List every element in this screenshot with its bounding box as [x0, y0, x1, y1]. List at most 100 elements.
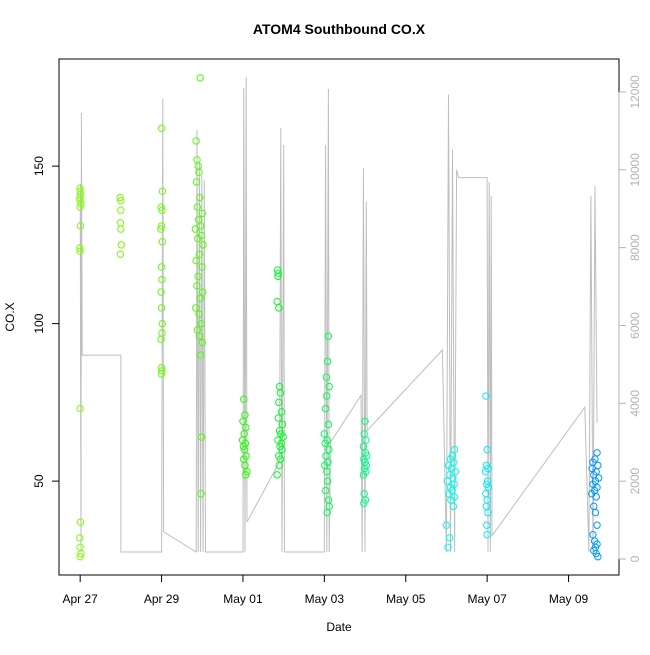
point — [192, 256, 200, 265]
point — [158, 319, 167, 328]
point — [195, 250, 204, 259]
point — [76, 222, 85, 230]
point — [196, 351, 205, 359]
point — [275, 398, 283, 407]
point — [483, 445, 491, 454]
point — [450, 458, 458, 466]
x-tick-label: May 03 — [305, 592, 345, 606]
point — [196, 222, 205, 230]
y-tick-label: 100 — [32, 313, 46, 333]
point — [325, 502, 333, 511]
point — [275, 427, 284, 435]
point — [320, 430, 329, 438]
x-tick-label: May 09 — [549, 592, 589, 606]
point — [157, 203, 165, 211]
point — [592, 493, 600, 501]
point — [322, 452, 330, 460]
point — [482, 392, 490, 400]
point — [76, 244, 84, 252]
point — [275, 304, 283, 312]
point — [274, 414, 283, 422]
point — [451, 467, 460, 476]
point — [192, 304, 200, 312]
point — [195, 168, 203, 177]
point — [76, 404, 84, 413]
point — [360, 455, 368, 463]
x-tick-label: Apr 29 — [144, 592, 180, 606]
point — [192, 137, 200, 145]
point — [321, 404, 330, 413]
point — [278, 445, 286, 454]
point — [276, 389, 285, 397]
point — [198, 263, 206, 271]
point — [117, 197, 125, 205]
point — [198, 288, 207, 296]
point — [196, 74, 204, 82]
y2-tick-label: 0 — [628, 555, 642, 562]
point — [194, 215, 203, 224]
point — [593, 449, 601, 457]
point — [76, 247, 84, 255]
y-axis-label: CO.X — [3, 302, 17, 331]
point — [117, 225, 125, 233]
point — [239, 417, 247, 425]
point — [274, 269, 283, 277]
point — [241, 411, 249, 419]
point — [193, 203, 202, 211]
point — [117, 206, 125, 214]
point — [157, 263, 166, 271]
point — [197, 319, 205, 328]
point — [442, 521, 451, 529]
point — [157, 124, 166, 133]
point — [273, 471, 281, 479]
point — [116, 250, 125, 259]
y2-tick-label: 4000 — [628, 390, 642, 417]
y2-tick-label: 10000 — [628, 153, 642, 187]
point — [197, 433, 206, 441]
point — [323, 467, 331, 476]
point — [157, 288, 165, 296]
point — [361, 417, 369, 425]
point — [196, 294, 204, 303]
point — [444, 543, 452, 551]
point — [274, 272, 282, 281]
y2-tick-label: 2000 — [628, 467, 642, 494]
point — [195, 332, 204, 340]
point — [196, 193, 204, 202]
point — [322, 373, 331, 381]
x-tick-label: May 05 — [386, 592, 426, 606]
x-tick-label: May 01 — [223, 592, 263, 606]
point — [323, 357, 332, 366]
point — [324, 420, 333, 429]
point — [76, 534, 84, 542]
point — [323, 477, 332, 485]
point — [362, 436, 370, 444]
point — [158, 275, 166, 284]
point — [481, 467, 490, 476]
point — [239, 442, 248, 451]
point — [192, 178, 201, 186]
point — [321, 461, 329, 470]
point — [483, 521, 491, 529]
point — [241, 461, 249, 470]
point — [194, 272, 202, 281]
point — [359, 471, 368, 479]
y2-tick-label: 12000 — [628, 75, 642, 109]
point — [157, 335, 165, 344]
point — [321, 486, 330, 495]
y2-tick-label: 8000 — [628, 234, 642, 261]
point — [484, 508, 492, 517]
point — [197, 490, 205, 498]
point — [278, 420, 287, 429]
point — [157, 370, 166, 378]
point — [158, 187, 167, 196]
point — [191, 225, 200, 233]
point — [76, 203, 84, 211]
point — [195, 310, 203, 318]
point — [198, 338, 206, 347]
point — [323, 508, 331, 517]
y2-tick-label: 6000 — [628, 312, 642, 339]
y-tick-label: 50 — [32, 474, 46, 488]
point — [445, 534, 454, 542]
